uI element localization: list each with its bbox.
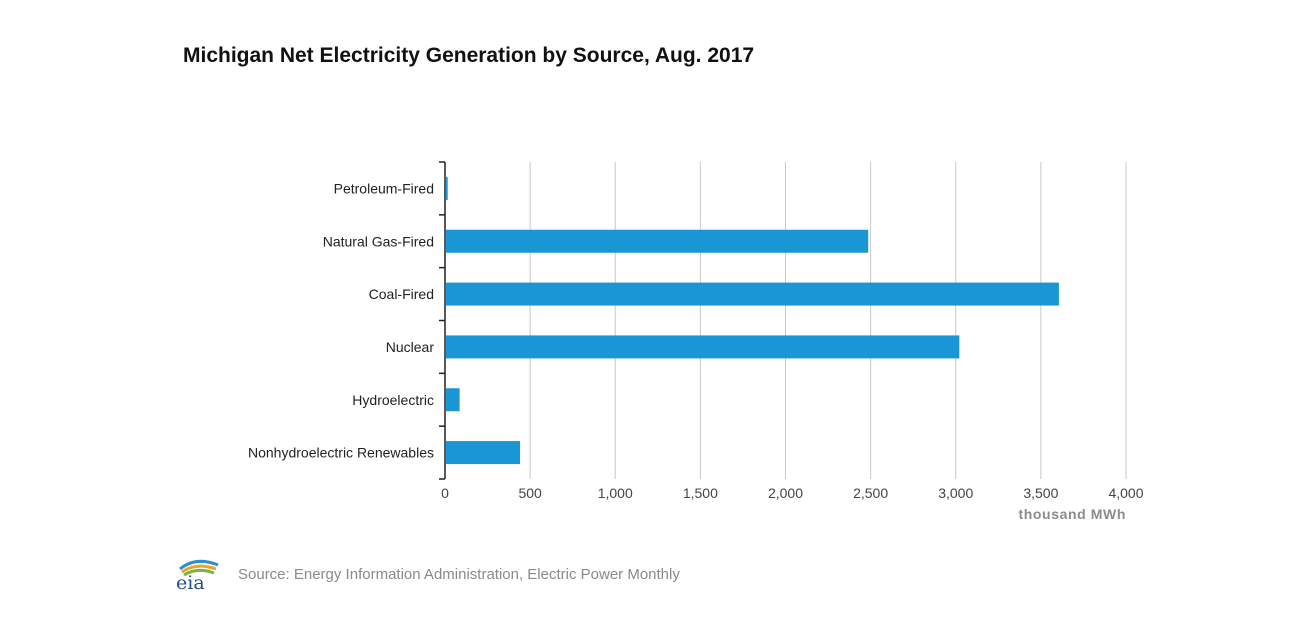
- category-label: Natural Gas-Fired: [323, 233, 434, 249]
- bar: [446, 388, 460, 412]
- category-label: Petroleum-Fired: [334, 180, 434, 196]
- x-tick-label: 3,000: [938, 485, 973, 501]
- category-label: Coal-Fired: [369, 286, 434, 302]
- category-label: Nuclear: [386, 339, 435, 355]
- bar: [446, 282, 1059, 306]
- x-tick-label: 1,000: [598, 485, 633, 501]
- x-axis-label: thousand MWh: [1018, 506, 1126, 522]
- bar: [446, 335, 960, 359]
- eia-logo-text: eia: [176, 572, 205, 592]
- category-label: Hydroelectric: [352, 392, 434, 408]
- source-note: Source: Energy Information Administratio…: [238, 565, 680, 583]
- bar-chart: 0 500 1,000 1,500 2,000 2,500 3,000 3,500 4,000 P…: [248, 161, 1144, 522]
- source-footer: eia Source: Energy Information Administr…: [172, 556, 680, 592]
- x-tick-label: 1,500: [683, 485, 718, 501]
- bar: [446, 229, 869, 253]
- eia-logo-icon: eia: [176, 559, 219, 592]
- x-tick-label: 2,500: [853, 485, 888, 501]
- x-tick-label: 500: [518, 485, 542, 501]
- category-label: Nonhydroelectric Renewables: [248, 445, 434, 461]
- gridlines: [529, 162, 1127, 479]
- x-tick-label: 2,000: [768, 485, 803, 501]
- x-tick-label: 0: [441, 485, 449, 501]
- x-tick-label: 3,500: [1023, 485, 1058, 501]
- bar: [446, 441, 521, 465]
- labels: 0 500 1,000 1,500 2,000 2,500 3,000 3,500 4,000 P…: [248, 180, 1144, 522]
- axes: [439, 161, 446, 480]
- bar: [446, 176, 448, 200]
- bars: [446, 176, 1059, 465]
- x-tick-label: 4,000: [1108, 485, 1143, 501]
- chart-title: Michigan Net Electricity Generation by S…: [183, 44, 755, 67]
